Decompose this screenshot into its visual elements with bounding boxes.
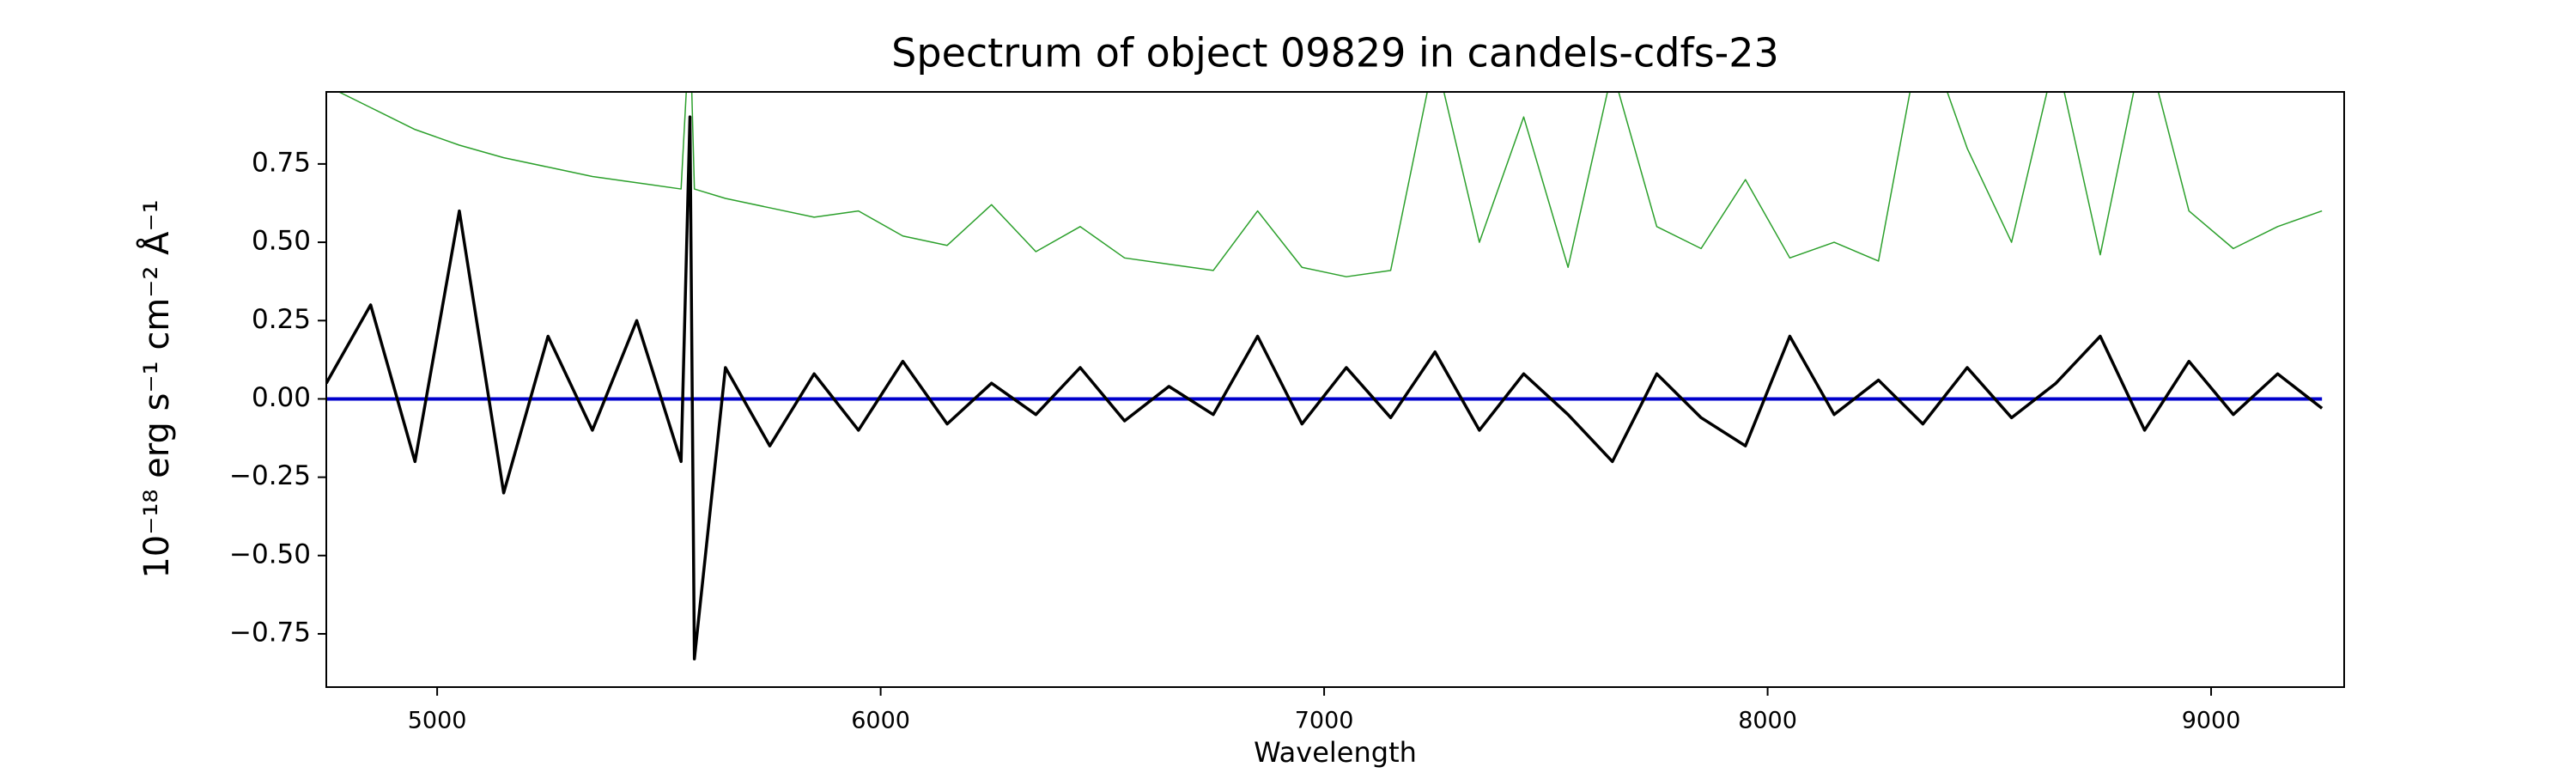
x-tick-label: 6000 [851,708,910,734]
x-tick-label: 9000 [2182,708,2241,734]
series-line [326,115,2324,660]
x-tick-label: 7000 [1295,708,1354,734]
x-tick-label: 8000 [1738,708,1797,734]
x-axis-label: Wavelength [1254,736,1417,769]
y-axis-label: 10⁻¹⁸ erg s⁻¹ cm⁻² Å⁻¹ [136,199,177,578]
y-tick-label: 0.75 [252,147,311,178]
y-tick-label: −0.75 [229,617,311,648]
plot-area [326,92,2324,660]
chart-title: Spectrum of object 09829 in candels-cdfs… [891,30,1779,76]
y-tick-label: −0.50 [229,539,311,569]
y-tick-label: 0.00 [252,382,311,413]
y-tick-label: 0.25 [252,304,311,335]
y-tick-label: −0.25 [229,460,311,491]
y-tick-label: 0.50 [252,226,311,257]
x-tick-label: 5000 [408,708,467,734]
series-line [337,92,2323,277]
plot-frame [325,91,2345,688]
